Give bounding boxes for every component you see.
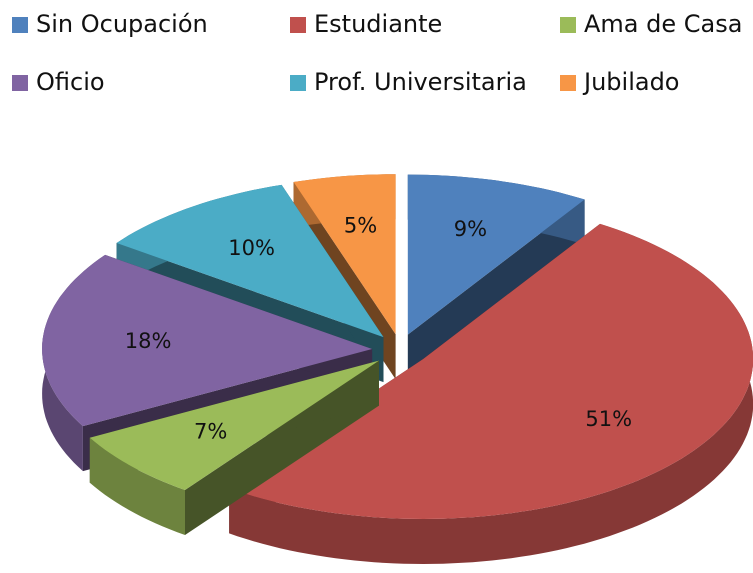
data-label: 7%	[194, 420, 227, 444]
legend-swatch	[12, 17, 28, 33]
slice	[229, 223, 753, 564]
legend-swatch	[560, 17, 576, 33]
slice	[407, 174, 585, 380]
pie-slice	[116, 184, 384, 338]
slice-side	[229, 223, 753, 564]
legend-label: Jubilado	[582, 68, 679, 96]
data-label: 18%	[125, 329, 172, 353]
pie-slice	[293, 174, 396, 335]
data-label: 51%	[585, 407, 632, 431]
legend-swatch	[12, 75, 28, 91]
legend-swatch	[290, 17, 306, 33]
legend-label: Estudiante	[314, 10, 442, 38]
legend-label: Ama de Casa	[584, 10, 742, 38]
slice-side	[89, 437, 185, 535]
legend-label: Prof. Universitaria	[314, 68, 527, 96]
data-label: 10%	[228, 236, 275, 260]
legend-swatch	[560, 75, 576, 91]
pie-slice	[42, 254, 373, 427]
data-label: 9%	[454, 217, 487, 241]
pie-slice	[89, 360, 380, 490]
data-label: 5%	[344, 214, 377, 238]
legend-label: Sin Ocupación	[36, 10, 208, 38]
legend-swatch	[290, 75, 306, 91]
legend-label: Oficio	[36, 68, 105, 96]
slice-side	[407, 199, 585, 380]
slice	[89, 360, 380, 535]
pie-slice	[229, 223, 753, 519]
pie-slice	[407, 174, 585, 335]
